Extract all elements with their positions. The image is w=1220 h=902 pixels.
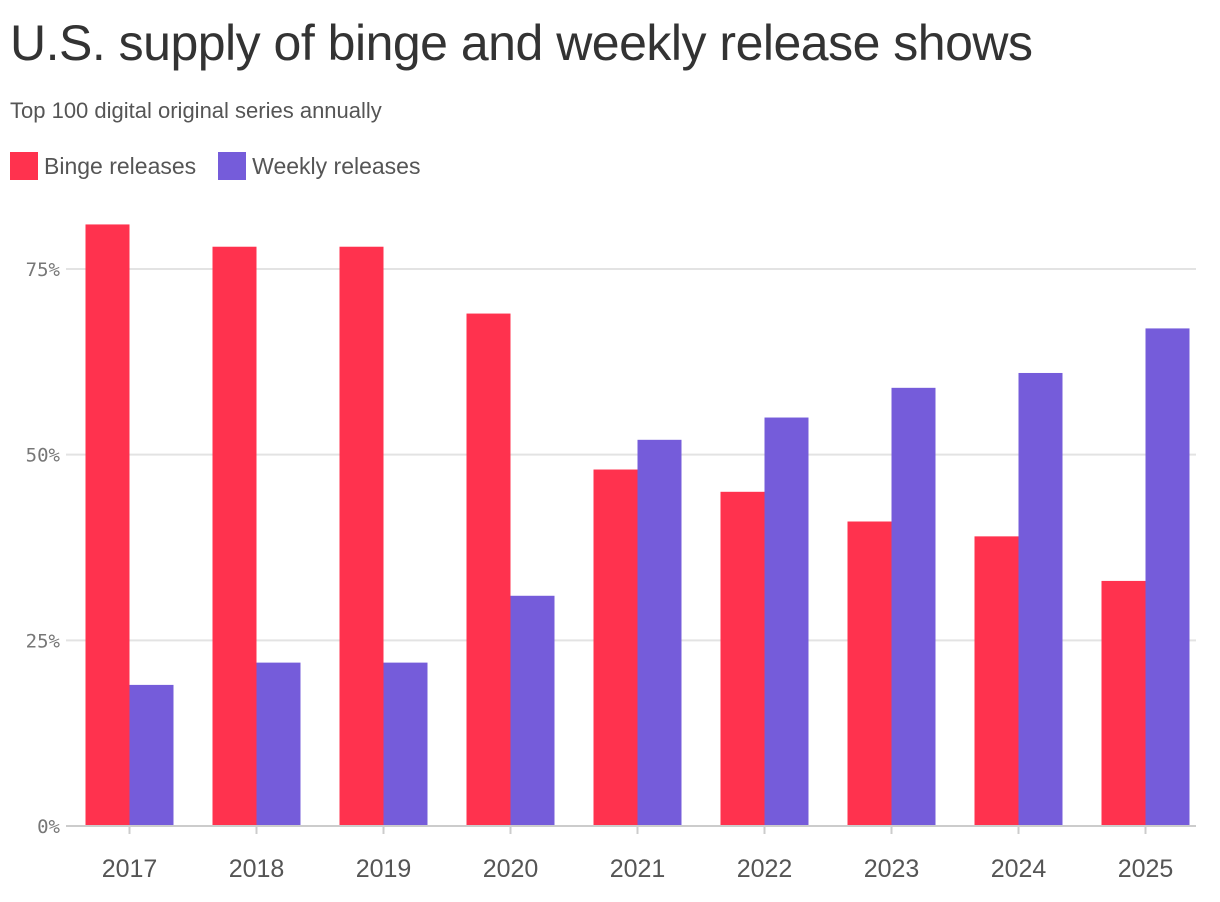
x-tick-label: 2023 [864, 855, 920, 883]
x-tick-label: 2018 [229, 855, 285, 883]
bar-binge [212, 246, 257, 827]
bar-weekly [383, 662, 428, 826]
x-tick-label: 2017 [102, 855, 158, 883]
bar-weekly [1018, 372, 1063, 826]
bar-weekly [637, 439, 682, 826]
bar-weekly [256, 662, 301, 826]
y-tick-label: 0% [37, 816, 60, 838]
legend-item-binge: Binge releases [10, 152, 196, 180]
bar-binge [85, 224, 130, 826]
bar-weekly [891, 387, 936, 826]
bar-weekly [129, 684, 174, 826]
y-tick-label: 75% [26, 259, 61, 281]
y-tick-label: 50% [26, 445, 61, 467]
y-tick-label: 25% [26, 630, 61, 652]
legend-label-binge: Binge releases [44, 152, 197, 179]
bar-binge [466, 313, 511, 826]
x-tick-label: 2025 [1118, 855, 1174, 883]
bar-binge [1101, 580, 1146, 826]
legend: Binge releases Weekly releases [10, 152, 442, 180]
legend-item-weekly: Weekly releases [218, 152, 420, 180]
x-tick-label: 2022 [737, 855, 793, 883]
x-tick-label: 2024 [991, 855, 1047, 883]
bar-binge [339, 246, 384, 827]
legend-swatch-weekly [218, 152, 247, 180]
chart-subtitle: Top 100 digital original series annually [10, 98, 382, 123]
legend-swatch-binge [10, 152, 38, 180]
bar-binge [593, 469, 638, 826]
bar-weekly [1145, 328, 1190, 826]
chart-title: U.S. supply of binge and weekly release … [10, 15, 1033, 71]
x-tick-label: 2019 [356, 855, 412, 883]
bar-binge [974, 536, 1019, 826]
x-tick-label: 2020 [483, 855, 539, 883]
bar-weekly [764, 417, 809, 826]
legend-label-weekly: Weekly releases [252, 152, 421, 179]
bar-binge [847, 521, 892, 826]
bar-binge [720, 491, 765, 826]
bar-weekly [510, 595, 555, 826]
x-tick-label: 2021 [610, 855, 666, 883]
